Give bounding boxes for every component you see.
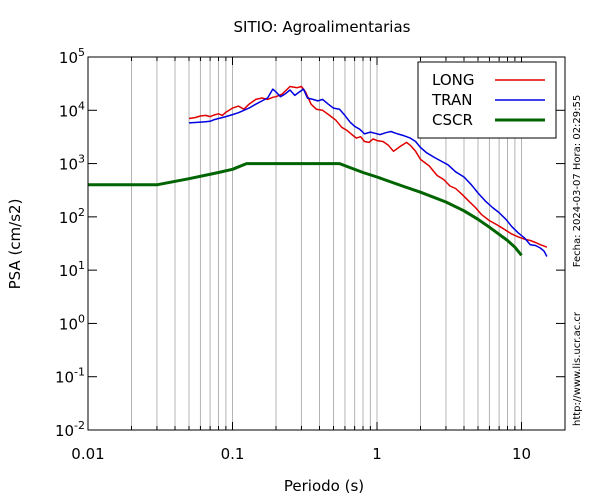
axis-ticks: 0.01 0.1 1 10 10-2 10-1 100 101 102 103 104 105 bbox=[55, 46, 566, 463]
y-tick-label: 10-2 bbox=[55, 419, 85, 440]
chart-title: SITIO: Agroalimentarias bbox=[234, 18, 411, 36]
x-tick-label: 1 bbox=[372, 445, 382, 463]
series-line-cscr bbox=[88, 162, 523, 257]
legend-label-tran: TRAN bbox=[431, 91, 472, 109]
y-tick-label: 102 bbox=[59, 206, 85, 227]
website-url: http://www.lis.ucr.ac.cr bbox=[572, 311, 583, 426]
legend-label-long: LONG bbox=[432, 71, 474, 89]
y-axis-title: PSA (cm/s2) bbox=[6, 199, 24, 290]
grid-lines bbox=[130, 57, 523, 430]
timestamp-text: Fecha: 2024-03-07 Hora: 02:29:55 bbox=[572, 95, 583, 268]
series-layer bbox=[88, 85, 548, 257]
legend: LONG TRAN CSCR bbox=[417, 61, 557, 139]
y-tick-label: 103 bbox=[59, 153, 85, 174]
x-tick-label: 10 bbox=[512, 445, 531, 463]
plot-frame bbox=[87, 56, 566, 431]
x-axis-title: Periodo (s) bbox=[284, 477, 364, 495]
series-line-long bbox=[188, 85, 548, 248]
y-tick-label: 10-1 bbox=[55, 366, 85, 387]
x-tick-label: 0.01 bbox=[71, 445, 104, 463]
y-tick-label: 101 bbox=[59, 259, 85, 280]
legend-label-cscr: CSCR bbox=[432, 111, 473, 129]
y-tick-label: 100 bbox=[59, 312, 85, 333]
x-tick-label: 0.1 bbox=[221, 445, 245, 463]
y-tick-label: 104 bbox=[59, 99, 85, 120]
y-tick-label: 105 bbox=[59, 46, 85, 67]
series-line-tran bbox=[188, 88, 548, 257]
